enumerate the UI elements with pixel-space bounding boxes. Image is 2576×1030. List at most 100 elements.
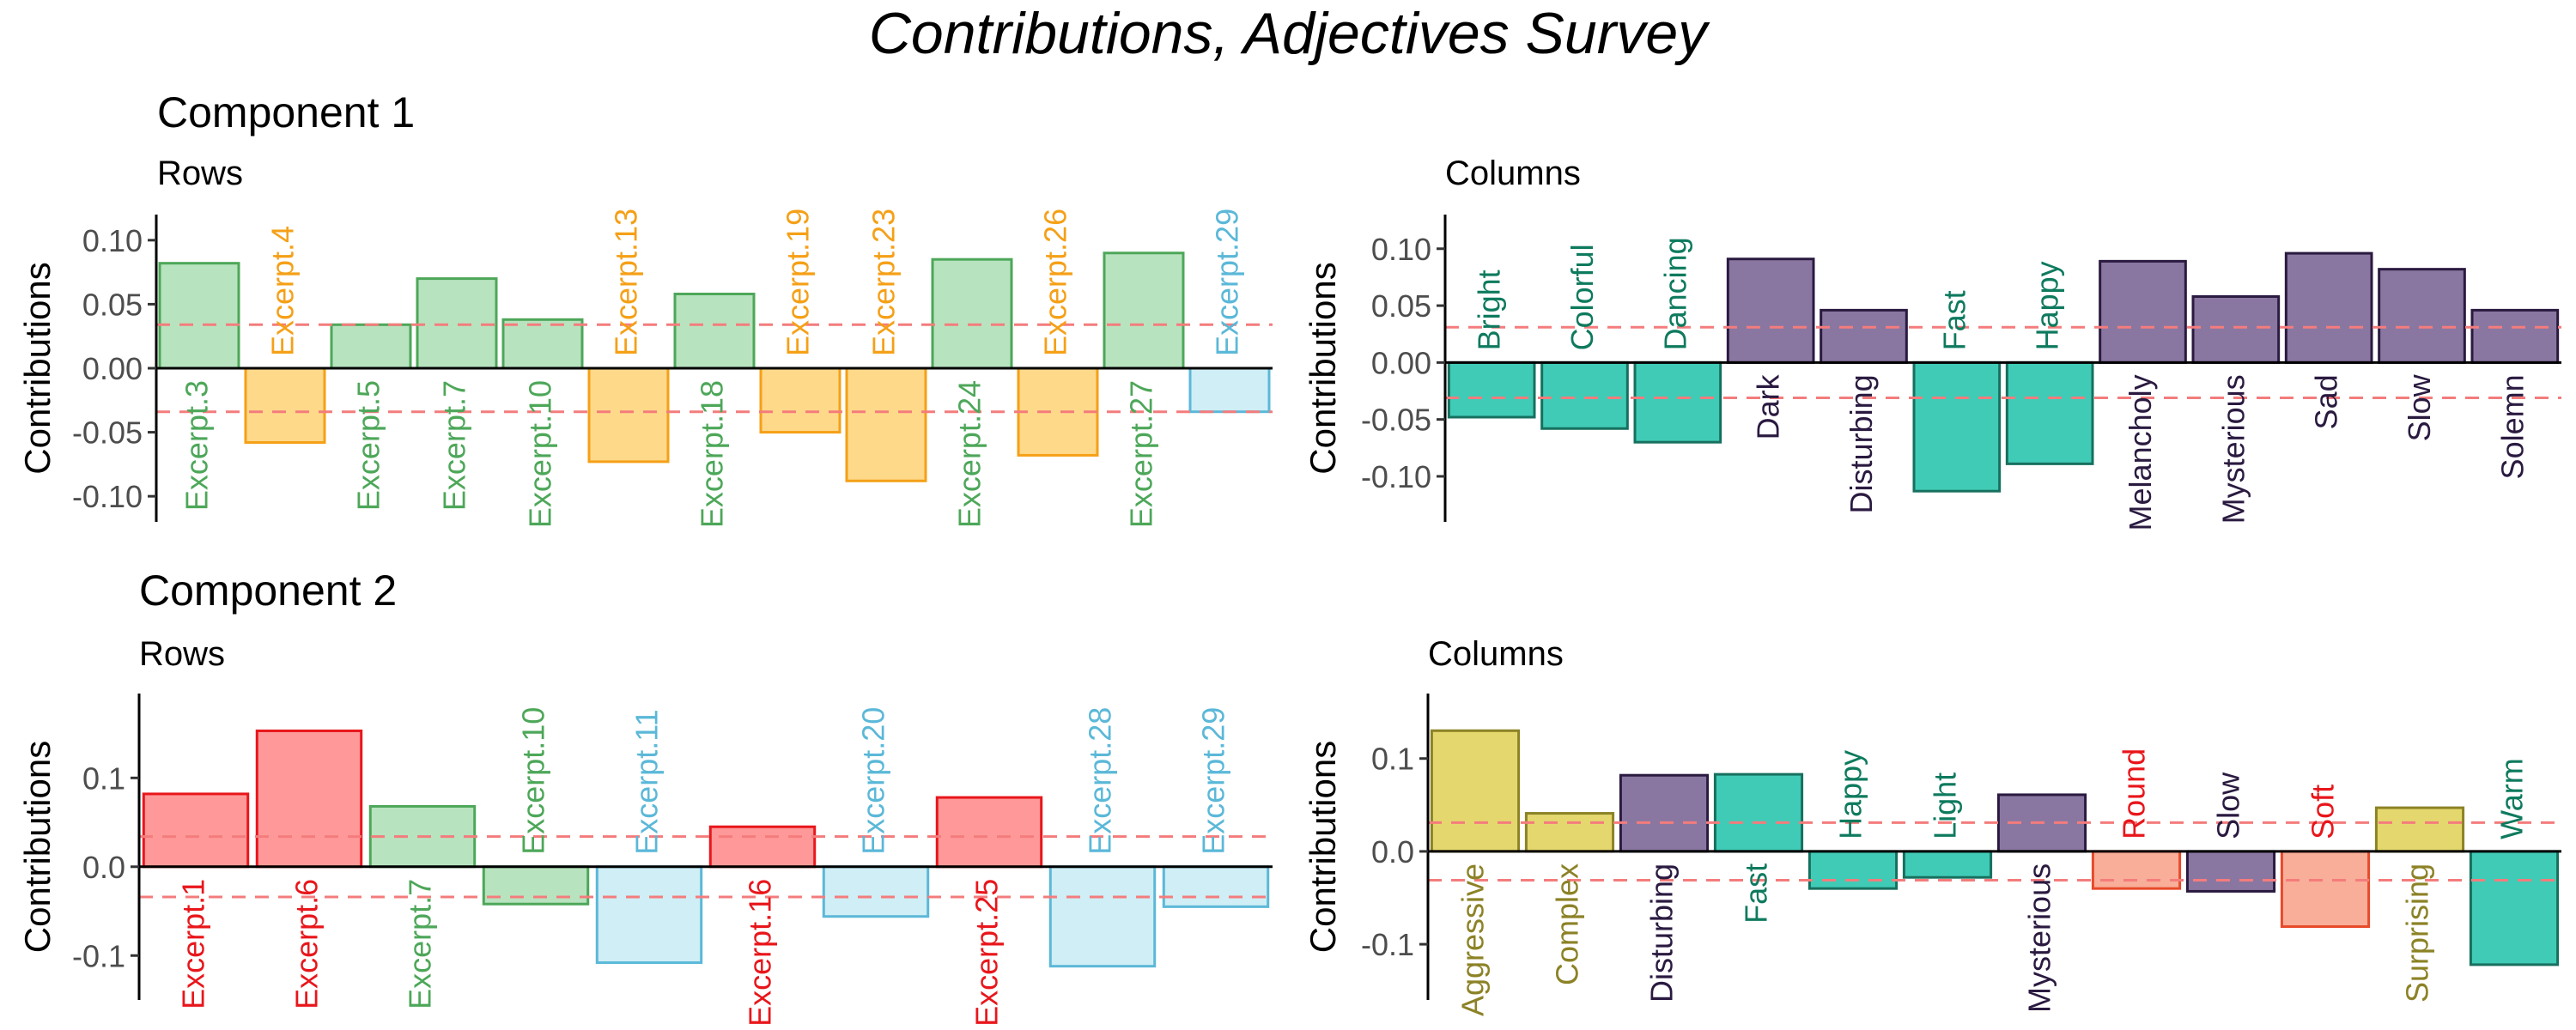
bar	[931, 258, 1013, 370]
bar	[845, 367, 927, 482]
bar	[759, 367, 841, 434]
bar	[1430, 729, 1521, 853]
bar	[1188, 367, 1271, 414]
category-label: Excerpt.19	[781, 209, 816, 356]
bar	[244, 367, 326, 445]
category-label: Excerpt.28	[1083, 707, 1118, 855]
bar	[501, 318, 584, 370]
y-tick-label: -0.05	[72, 415, 143, 451]
category-label: Excerpt.10	[523, 380, 558, 528]
bar	[1713, 772, 1804, 853]
y-tick-label: -0.1	[1361, 927, 1414, 962]
y-tick-label: -0.10	[72, 479, 143, 514]
panel-2: Columns Contributions -0.10 -0.05 0.00 0.05 0.…	[1303, 154, 2561, 530]
category-label: Excerpt.29	[1196, 707, 1231, 855]
category-label: Excerpt.7	[437, 380, 472, 511]
bar	[2185, 850, 2276, 893]
bar	[1912, 360, 2002, 493]
bar	[330, 323, 412, 370]
category-label: Excerpt.11	[629, 709, 665, 854]
figure-title: Contributions, Adjectives Survey	[869, 1, 1710, 66]
category-label: Happy	[1833, 750, 1868, 839]
category-label: Excerpt.23	[866, 209, 902, 356]
y-axis-label: Contributions	[17, 741, 58, 953]
bar	[1902, 850, 1993, 879]
y-tick-label: 0.00	[82, 351, 143, 386]
category-label: Excerpt.25	[969, 879, 1005, 1027]
panel-4: Columns Contributions -0.1 0.0 0.1 Aggressive…	[1303, 635, 2561, 1016]
panel-title: Columns	[1445, 154, 1581, 192]
category-label: Fast	[1739, 863, 1774, 924]
bar	[2378, 268, 2466, 364]
category-label: Bright	[1472, 270, 1507, 350]
bar	[1619, 773, 1710, 853]
category-label: Warm	[2494, 758, 2530, 839]
bar	[935, 796, 1043, 869]
bar	[2284, 251, 2373, 364]
bar	[1633, 360, 1722, 444]
category-label: Soft	[2306, 785, 2341, 839]
bar	[2005, 360, 2094, 465]
y-tick-label: 0.1	[1371, 742, 1414, 777]
y-tick-label: 0.10	[82, 223, 143, 258]
panel-title: Columns	[1428, 635, 1564, 673]
bar	[1103, 251, 1185, 370]
bar	[1447, 360, 1536, 419]
category-label: Dark	[1751, 373, 1786, 439]
bar	[1807, 850, 1899, 890]
category-label: Excerpt.6	[289, 879, 325, 1009]
category-label: Excerpt.4	[265, 226, 301, 356]
category-label: Excerpt.24	[952, 380, 987, 528]
bar	[1726, 258, 1815, 364]
category-label: Excerpt.13	[609, 209, 644, 356]
y-axis-label: Contributions	[17, 262, 58, 474]
bar	[2091, 850, 2182, 890]
y-tick-label: 0.0	[1371, 834, 1414, 869]
category-label: Excerpt.5	[351, 380, 386, 511]
category-label: Happy	[2030, 261, 2065, 350]
category-label: Slow	[2211, 772, 2246, 839]
panel-1: Rows Contributions -0.10 -0.05 0.00 0.05 0.10 E…	[17, 154, 1273, 528]
bar	[1820, 308, 1908, 364]
chart-panels: Rows Contributions -0.10 -0.05 0.00 0.05 0.10 E…	[17, 154, 2561, 1027]
category-label: Complex	[1550, 863, 1585, 985]
category-label: Melancholy	[2123, 374, 2158, 530]
bar	[255, 729, 363, 869]
bar	[2374, 806, 2465, 853]
bar	[595, 865, 703, 965]
bar	[2469, 850, 2560, 966]
y-tick-label: 0.0	[82, 850, 125, 885]
category-label: Excerpt.26	[1038, 209, 1073, 356]
category-label: Surprising	[2400, 863, 2435, 1003]
y-tick-label: 0.10	[1371, 232, 1431, 267]
bar	[1162, 865, 1270, 908]
y-tick-label: 0.05	[1371, 288, 1431, 324]
category-label: Excerpt.29	[1210, 209, 1245, 356]
category-label: Round	[2117, 748, 2152, 839]
bar	[2470, 308, 2560, 364]
y-tick-label: -0.05	[1361, 403, 1431, 438]
y-tick-label: 0.05	[82, 287, 143, 322]
bar	[1540, 360, 1629, 430]
y-tick-label: -0.1	[72, 938, 125, 973]
bar	[158, 262, 240, 370]
bar	[587, 367, 670, 464]
bar	[142, 792, 250, 869]
bar	[2191, 294, 2281, 364]
category-label: Light	[1928, 772, 1963, 839]
category-label: Aggressive	[1455, 863, 1491, 1016]
category-label: Mysterious	[2215, 374, 2251, 524]
category-label: Slow	[2402, 373, 2437, 441]
bar	[482, 865, 590, 906]
bar	[673, 292, 756, 370]
panel-title: Rows	[157, 154, 243, 192]
y-axis-label: Contributions	[1303, 741, 1343, 953]
category-label: Excerpt.7	[403, 879, 438, 1009]
category-label: Dancing	[1657, 237, 1692, 350]
category-label: Solemn	[2494, 374, 2530, 479]
category-label: Excerpt.18	[695, 380, 730, 528]
y-axis-label: Contributions	[1303, 262, 1343, 474]
category-label: Excerpt.27	[1124, 380, 1159, 528]
category-label: Excerpt.10	[516, 707, 551, 855]
category-label: Colorful	[1564, 244, 1600, 350]
